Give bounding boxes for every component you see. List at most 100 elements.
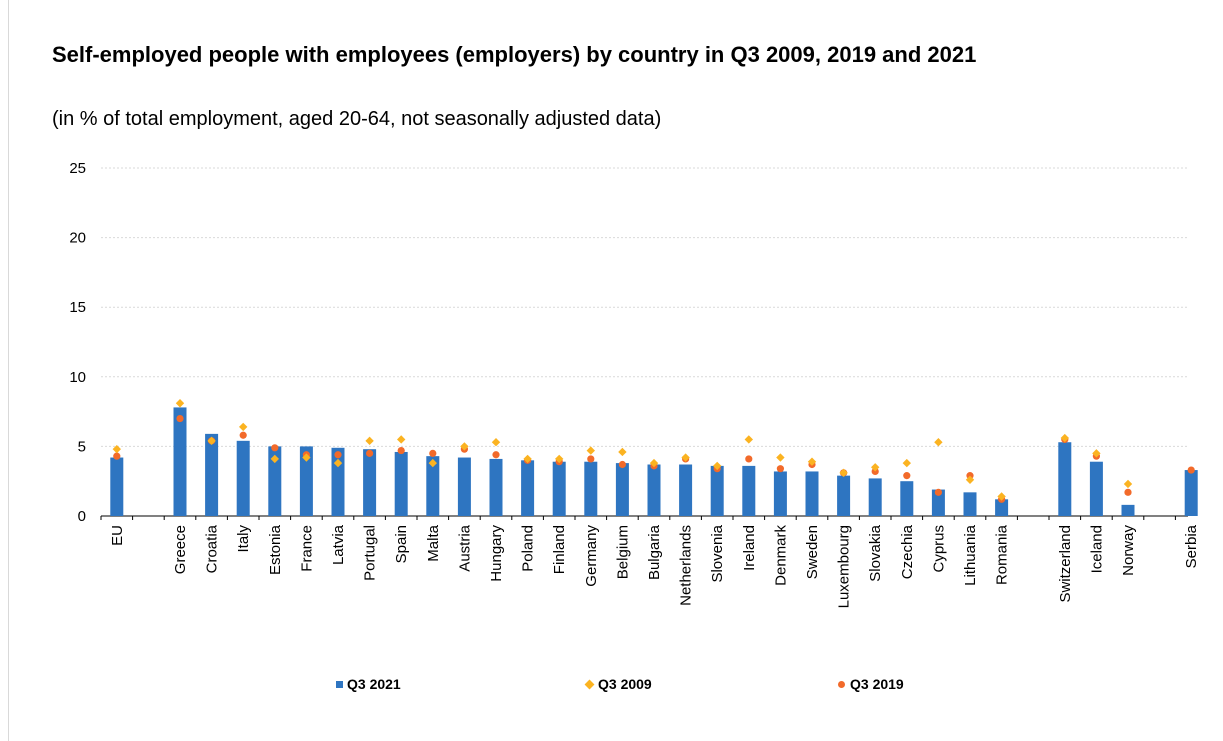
x-tick-label: Serbia: [1183, 524, 1200, 568]
point-q3-2009: [1092, 449, 1101, 458]
point-q3-2019: [113, 452, 121, 460]
point-q3-2019: [618, 460, 627, 469]
y-tick-label: 20: [69, 230, 86, 247]
bar-q3-2021: [963, 492, 977, 516]
x-tick-label: Germany: [583, 525, 600, 587]
x-tick-label: Finland: [551, 525, 568, 574]
point-q3-2009: [270, 454, 279, 464]
point-q3-2019: [587, 455, 595, 463]
legend-label-q3-2021: Q3 2021: [347, 676, 401, 692]
point-q3-2019: [239, 431, 247, 439]
x-tick-label: Italy: [235, 525, 252, 553]
point-q3-2019: [176, 414, 184, 423]
point-q3-2009: [713, 461, 722, 471]
legend-label-q3-2019: Q3 2019: [850, 676, 904, 692]
bar-q3-2021: [552, 461, 566, 516]
legend-item-q3-2021: Q3 2021: [336, 676, 401, 692]
x-tick-label: Luxembourg: [836, 525, 853, 608]
point-q3-2019: [934, 488, 943, 496]
bar-q3-2021: [394, 451, 408, 516]
x-tick-label: Norway: [1120, 525, 1137, 576]
x-tick-label: Hungary: [488, 525, 505, 582]
x-tick-label: Estonia: [267, 524, 284, 575]
point-q3-2009: [175, 399, 185, 408]
y-tick-label: 10: [69, 369, 86, 386]
bar-q3-2021: [236, 440, 250, 516]
point-q3-2019: [271, 444, 279, 452]
bar-q3-2021: [331, 447, 345, 516]
point-q3-2019: [776, 465, 785, 473]
point-q3-2019: [334, 451, 342, 459]
bar-q3-2021: [363, 449, 377, 516]
point-q3-2009: [491, 438, 501, 447]
x-tick-label: Malta: [425, 524, 442, 561]
legend-swatch-bar: [336, 680, 343, 688]
bar-q3-2021: [173, 407, 187, 516]
x-tick-label: Lithuania: [962, 524, 979, 586]
y-tick-label: 25: [69, 160, 86, 177]
legend-item-q3-2019: Q3 2019: [838, 676, 904, 692]
bar-q3-2021: [647, 464, 661, 516]
chart-title: Self-employed people with employees (emp…: [52, 42, 977, 67]
x-tick-label: Ireland: [741, 525, 758, 571]
bar-q3-2021: [868, 478, 882, 516]
point-q3-2009: [618, 447, 627, 457]
x-tick-label: Latvia: [330, 524, 347, 565]
point-q3-2019: [397, 446, 405, 455]
bar-q3-2021: [837, 475, 851, 516]
legend-swatch-diamond: [584, 679, 595, 689]
bar-q3-2021: [1121, 504, 1135, 516]
point-q3-2009: [239, 422, 248, 432]
point-q3-2009: [112, 444, 121, 454]
chart-legend: Q3 2021 Q3 2009 Q3 2019: [0, 676, 1223, 700]
y-tick-label: 0: [78, 508, 86, 525]
bar-q3-2021: [110, 457, 124, 516]
bar-q3-2021: [931, 489, 945, 516]
point-q3-2009: [649, 458, 659, 468]
point-q3-2019: [903, 472, 911, 480]
x-tick-label: Netherlands: [678, 525, 695, 606]
bar-q3-2021: [1089, 461, 1103, 516]
x-tick-label: Austria: [456, 524, 473, 571]
bar-q3-2021: [742, 465, 756, 516]
x-tick-label: Portugal: [362, 525, 379, 581]
point-q3-2009: [965, 475, 975, 485]
x-tick-label: Belgium: [614, 525, 631, 579]
legend-swatch-dot: [838, 680, 845, 688]
bar-q3-2021: [299, 446, 313, 516]
bar-q3-2021: [489, 458, 503, 516]
bar-q3-2021: [426, 456, 440, 516]
frame-border: [8, 0, 9, 741]
x-tick-label: Slovenia: [709, 524, 726, 582]
point-q3-2009: [1060, 433, 1069, 443]
bar-q3-2021: [710, 465, 724, 516]
x-tick-label: Sweden: [804, 525, 821, 579]
y-tick-label: 15: [69, 299, 86, 316]
point-q3-2019: [429, 449, 437, 457]
point-q3-2009: [333, 458, 343, 468]
point-q3-2009: [902, 458, 911, 468]
x-tick-label: Cyprus: [930, 525, 947, 573]
point-q3-2009: [397, 435, 406, 444]
chart-subtitle: (in % of total employment, aged 20-64, n…: [52, 108, 662, 130]
point-q3-2009: [523, 454, 532, 464]
bar-q3-2021: [615, 463, 629, 516]
bar-q3-2021: [900, 481, 914, 516]
point-q3-2019: [492, 451, 500, 459]
point-q3-2009: [807, 457, 817, 466]
x-tick-label: Denmark: [772, 525, 789, 586]
point-q3-2019: [366, 449, 374, 457]
point-q3-2009: [555, 454, 564, 464]
point-q3-2009: [934, 438, 943, 447]
y-tick-label: 5: [78, 438, 86, 455]
point-q3-2019: [1124, 488, 1132, 496]
bar-q3-2021: [805, 471, 819, 516]
x-tick-label: Poland: [520, 525, 537, 572]
point-q3-2009: [365, 436, 374, 446]
point-q3-2009: [744, 435, 753, 444]
legend-label-q3-2009: Q3 2009: [598, 676, 652, 692]
bar-q3-2021: [1184, 470, 1198, 516]
bar-q3-2021: [521, 460, 535, 516]
x-tick-label: EU: [109, 525, 126, 546]
